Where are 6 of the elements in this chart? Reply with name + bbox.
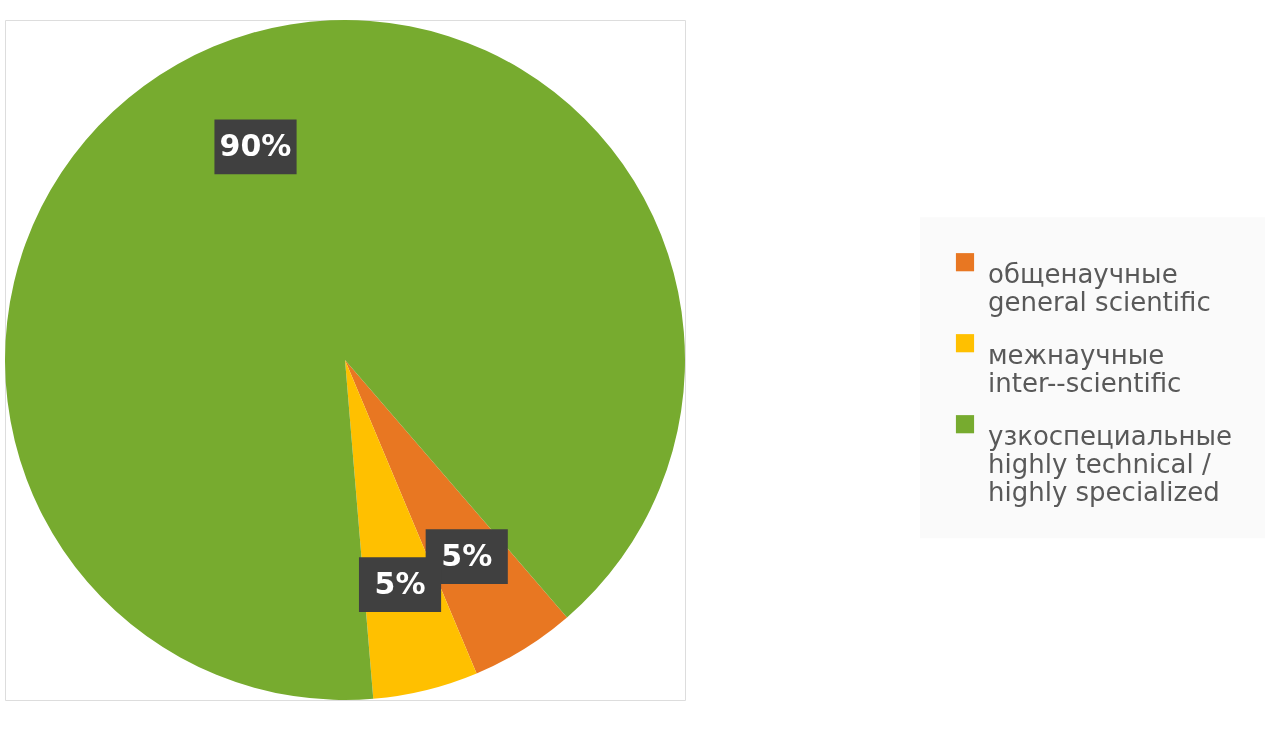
data-label: 90% [219,127,292,163]
data-label: 5% [374,565,426,601]
data-label: 5% [441,537,493,573]
legend-label: межнаучные inter--scientific [988,340,1182,399]
legend-label: узкоспециальные highly technical / highly specialized [988,421,1233,508]
legend-label: общенаучные general scientific [988,259,1211,318]
